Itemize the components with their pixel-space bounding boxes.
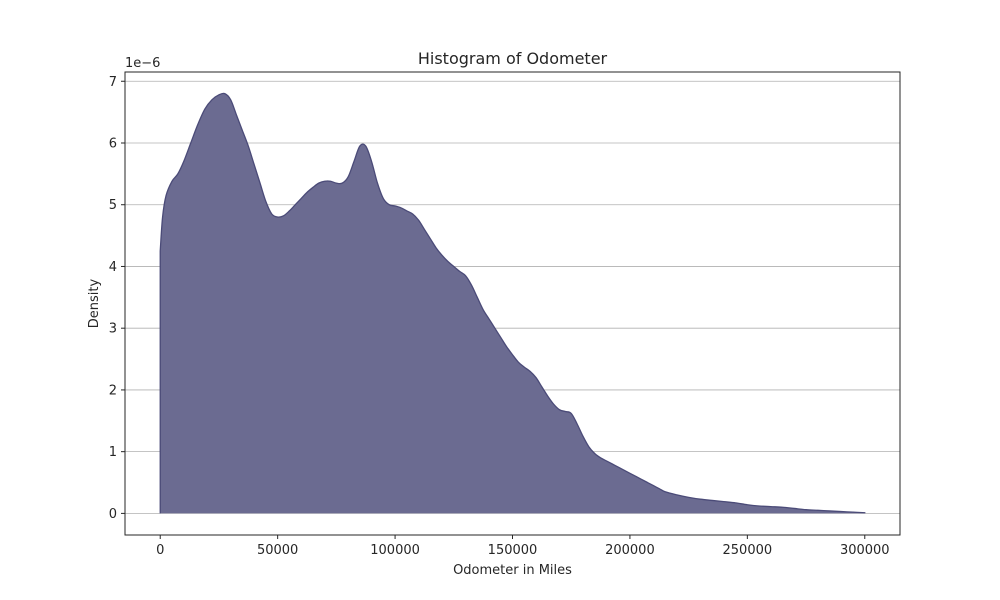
x-tick-label: 200000 [605, 543, 655, 558]
x-axis-ticks: 0 50000 100000 150000 200000 250000 300000 [156, 535, 890, 558]
chart-title: Histogram of Odometer [418, 49, 608, 68]
y-tick-label: 4 [109, 260, 117, 275]
y-tick-label: 7 [109, 75, 117, 90]
y-tick-label: 3 [109, 322, 117, 337]
y-axis-multiplier: 1e−6 [125, 56, 160, 71]
x-tick-label: 100000 [370, 543, 420, 558]
x-tick-label: 300000 [840, 543, 890, 558]
density-area-fill [160, 93, 865, 514]
y-axis-ticks: 0 1 2 3 4 5 6 7 [109, 75, 125, 522]
y-tick-label: 6 [109, 136, 117, 151]
x-tick-label: 0 [156, 543, 164, 558]
x-axis-label: Odometer in Miles [453, 563, 572, 578]
y-tick-label: 5 [109, 198, 117, 213]
y-tick-label: 1 [109, 445, 117, 460]
density-curve-line [159, 92, 866, 514]
plot-area [159, 92, 866, 514]
y-tick-label: 0 [109, 507, 117, 522]
y-axis-label: Density [87, 278, 102, 328]
x-tick-label: 250000 [723, 543, 773, 558]
x-tick-label: 150000 [488, 543, 538, 558]
y-tick-label: 2 [109, 383, 117, 398]
x-tick-label: 50000 [257, 543, 298, 558]
